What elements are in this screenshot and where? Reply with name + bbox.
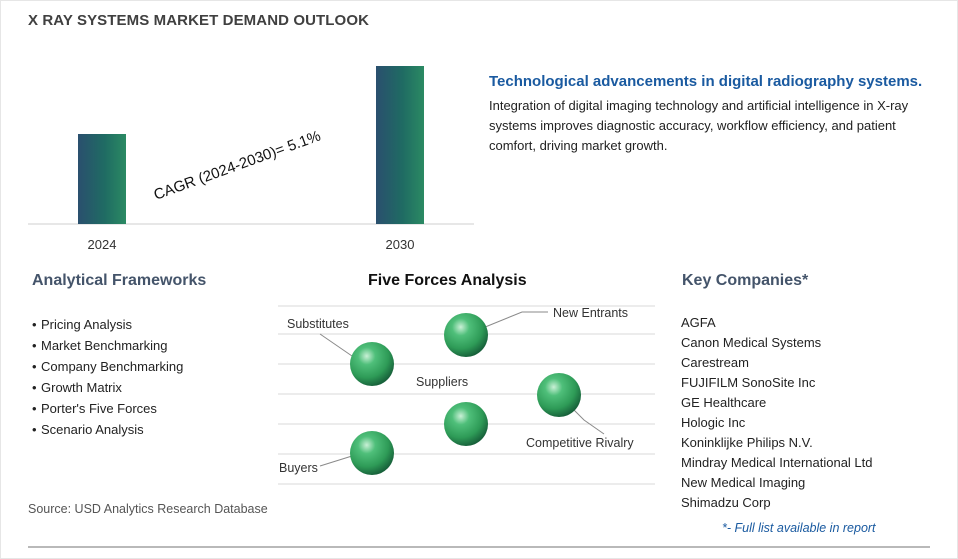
list-item: Scenario Analysis [32, 419, 183, 440]
highlight-text: Integration of digital imaging technolog… [489, 98, 909, 153]
list-item: Koninklijke Philips N.V. [681, 435, 813, 450]
frameworks-list: Pricing Analysis Market Benchmarking Com… [32, 314, 183, 440]
buyers-sphere [350, 431, 394, 475]
substitutes-label: Substitutes [287, 317, 349, 331]
list-item: FUJIFILM SonoSite Inc [681, 375, 816, 390]
list-item: Porter's Five Forces [32, 398, 183, 419]
bottom-divider [28, 546, 930, 548]
page-title: X RAY SYSTEMS MARKET DEMAND OUTLOOK [28, 12, 370, 29]
suppliers-label: Suppliers [416, 375, 468, 389]
source-note: Source: USD Analytics Research Database [28, 502, 268, 516]
bar-2024 [78, 134, 126, 224]
x-tick-label: 2030 [386, 237, 415, 252]
list-item: Growth Matrix [32, 377, 183, 398]
suppliers-sphere [444, 402, 488, 446]
frameworks-heading: Analytical Frameworks [32, 272, 207, 289]
companies-heading: Key Companies* [682, 272, 809, 289]
list-item: Hologic Inc [681, 415, 746, 430]
list-item: Company Benchmarking [32, 356, 183, 377]
x-tick-label: 2024 [88, 237, 117, 252]
five-forces-heading: Five Forces Analysis [368, 272, 527, 289]
list-item: AGFA [681, 315, 716, 330]
bar-2030 [376, 66, 424, 224]
substitutes-sphere [350, 342, 394, 386]
new-entrants-label: New Entrants [553, 306, 628, 320]
competitive-rivalry-label: Competitive Rivalry [526, 436, 634, 450]
list-item: Shimadzu Corp [681, 495, 771, 510]
new-entrants-sphere [444, 313, 488, 357]
full-list-note: *- Full list available in report [722, 521, 876, 535]
companies-list: AGFA Canon Medical Systems Carestream FU… [681, 313, 873, 513]
competitive-rivalry-sphere [537, 373, 581, 417]
list-item: New Medical Imaging [681, 475, 806, 490]
list-item: GE Healthcare [681, 395, 767, 410]
list-item: Pricing Analysis [32, 314, 183, 335]
buyers-label: Buyers [279, 461, 318, 475]
list-item: Canon Medical Systems [681, 335, 822, 350]
list-item: Mindray Medical International Ltd [681, 455, 873, 470]
list-item: Market Benchmarking [32, 335, 183, 356]
highlight-title: Technological advancements in digital ra… [489, 73, 923, 90]
list-item: Carestream [681, 355, 749, 370]
